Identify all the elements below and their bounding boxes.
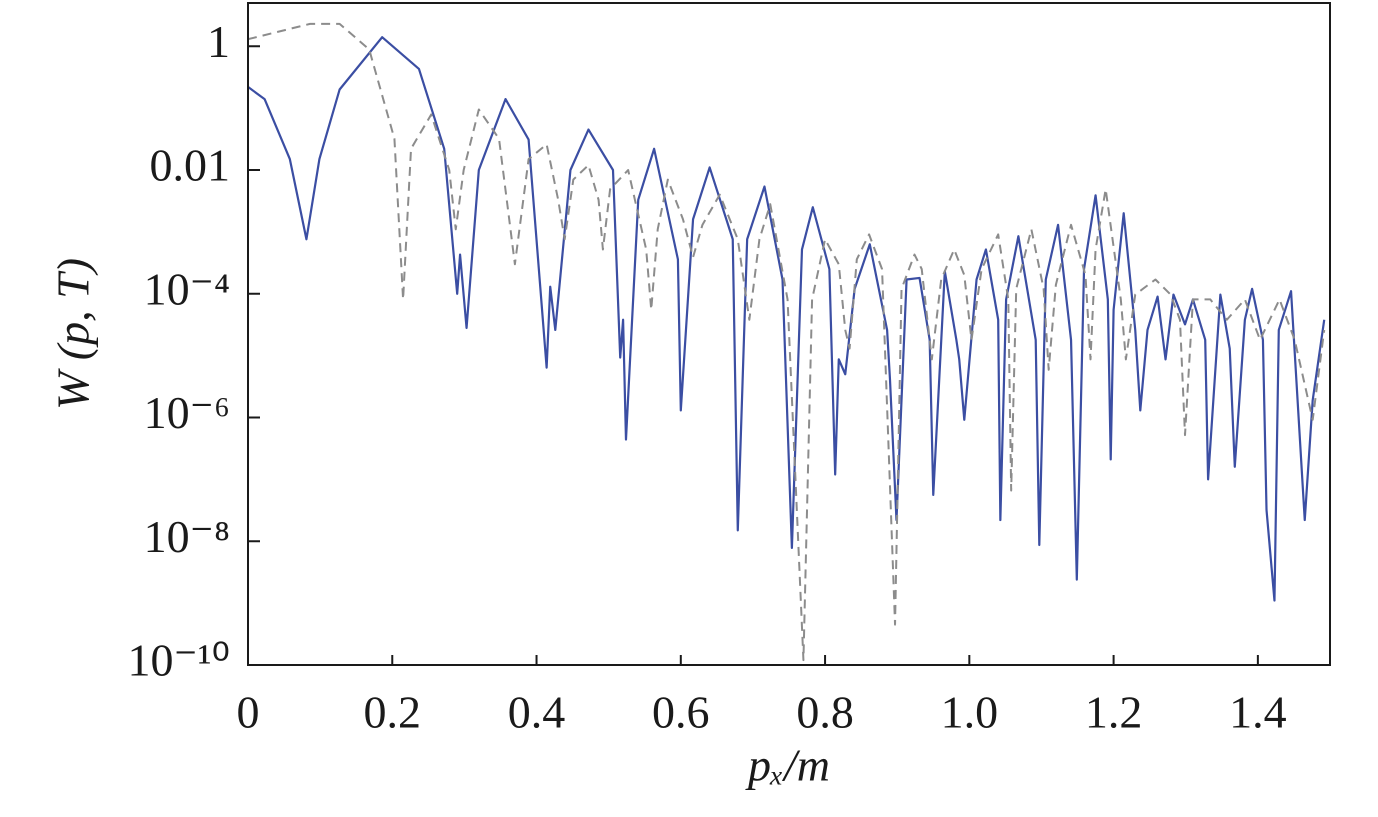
- y-tick-label: 10⁻¹⁰: [127, 635, 230, 686]
- x-tick-label: 0.8: [796, 687, 854, 738]
- series-line: [248, 22, 1326, 662]
- x-tick-label: 0: [237, 687, 260, 738]
- x-tick-label: 1.4: [1229, 687, 1287, 738]
- y-tick-label: 10⁻⁸: [144, 511, 230, 562]
- series-line: [248, 36, 1326, 602]
- x-tick-label: 0.2: [364, 687, 422, 738]
- y-tick-label: 0.01: [150, 140, 231, 191]
- y-tick-label: 10⁻⁶: [144, 387, 230, 438]
- x-tick-label: 0.4: [508, 687, 566, 738]
- x-tick-label: 0.6: [652, 687, 710, 738]
- y-tick-label: 10⁻⁴: [144, 263, 230, 314]
- plot-frame: [247, 2, 1331, 666]
- x-tick-label: 1.0: [941, 687, 999, 738]
- y-axis-label: W (p, T): [48, 258, 99, 410]
- x-axis-label: pₓ/m: [745, 740, 830, 791]
- y-tick-label: 1: [207, 16, 230, 67]
- x-tick-label: 1.2: [1085, 687, 1143, 738]
